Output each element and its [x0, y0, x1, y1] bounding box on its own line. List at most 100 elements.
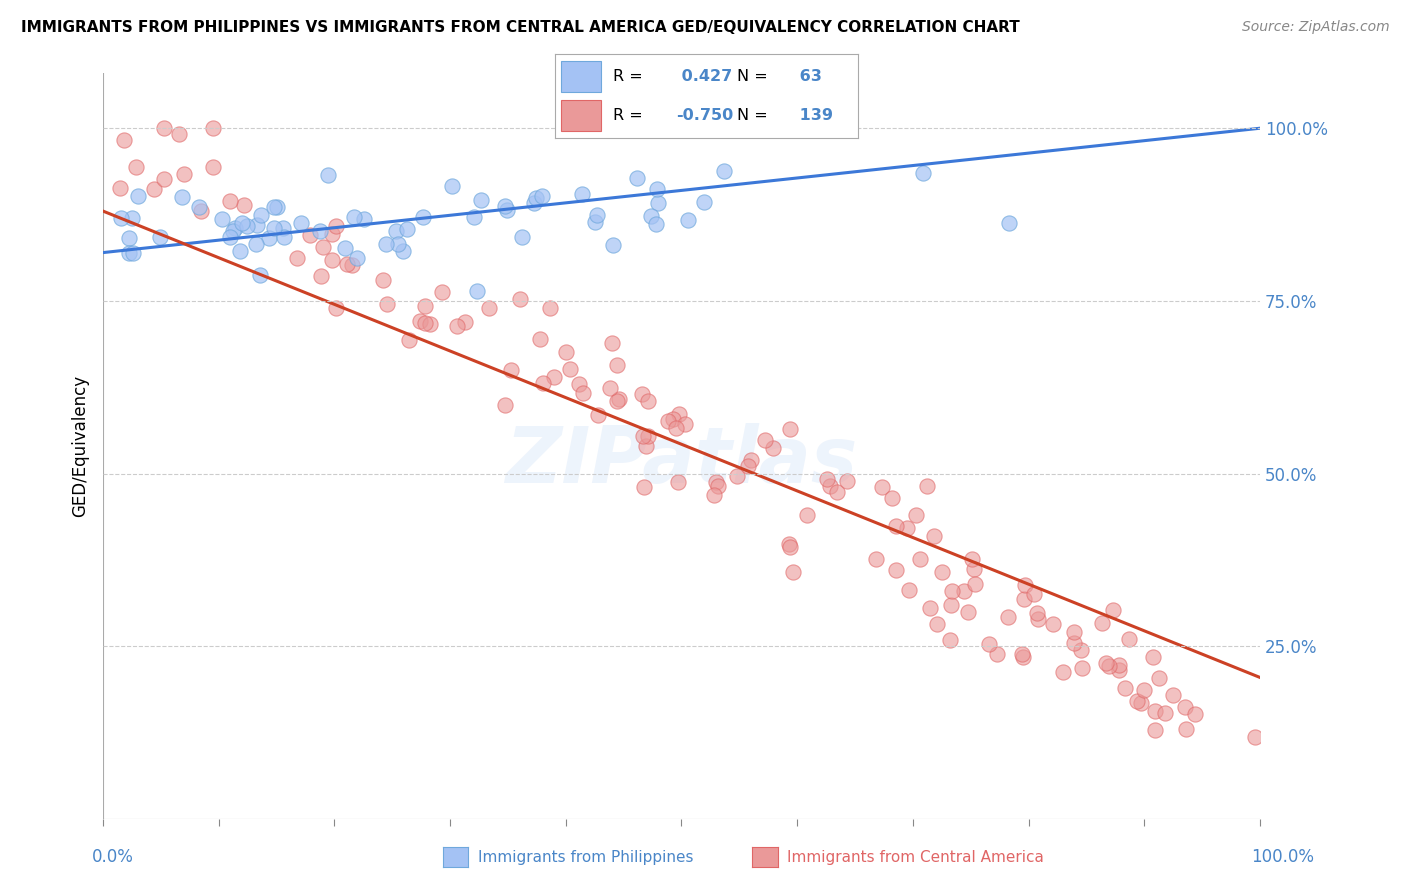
Point [637, 394, 659, 409]
Text: 0.427: 0.427 [676, 69, 733, 84]
Text: 100.0%: 100.0% [1251, 848, 1315, 866]
Point [1184, 707, 1206, 722]
Point [343, 210, 366, 224]
Point [713, 163, 735, 178]
Point [190, 203, 212, 218]
Text: IMMIGRANTS FROM PHILIPPINES VS IMMIGRANTS FROM CENTRAL AMERICA GED/EQUIVALENCY C: IMMIGRANTS FROM PHILIPPINES VS IMMIGRANT… [21, 20, 1019, 35]
Point [917, 478, 939, 492]
Point [707, 479, 730, 493]
Point [110, 211, 132, 225]
Point [218, 194, 240, 208]
Point [779, 540, 801, 554]
Point [606, 359, 628, 373]
Point [645, 182, 668, 196]
Point [960, 552, 983, 566]
Text: -0.750: -0.750 [676, 108, 734, 123]
Point [896, 521, 918, 535]
Point [963, 562, 986, 576]
Point [657, 414, 679, 428]
Point [870, 480, 893, 494]
Point [825, 485, 848, 500]
Point [543, 370, 565, 384]
Point [373, 273, 395, 287]
Point [998, 216, 1021, 230]
Point [531, 376, 554, 390]
Point [583, 215, 606, 229]
Text: ZIPatlas: ZIPatlas [505, 423, 858, 499]
Point [1011, 647, 1033, 661]
Point [526, 191, 548, 205]
Text: R =: R = [613, 108, 643, 123]
Point [1012, 591, 1035, 606]
Point [704, 475, 727, 490]
Point [409, 314, 432, 328]
Point [865, 551, 887, 566]
Point [311, 268, 333, 283]
Point [647, 195, 669, 210]
Point [465, 284, 488, 298]
Point [908, 552, 931, 566]
Point [963, 577, 986, 591]
Point [927, 616, 949, 631]
Point [884, 563, 907, 577]
Point [837, 474, 859, 488]
Point [1071, 661, 1094, 675]
Point [737, 459, 759, 474]
Point [415, 317, 437, 331]
Point [880, 491, 903, 505]
Point [167, 127, 190, 141]
Point [1118, 632, 1140, 647]
Point [1091, 616, 1114, 631]
Text: N =: N = [737, 69, 768, 84]
Point [778, 537, 800, 551]
Point [884, 519, 907, 533]
Point [374, 237, 396, 252]
Point [353, 212, 375, 227]
Point [430, 285, 453, 299]
Point [904, 508, 927, 523]
Point [333, 241, 356, 255]
Point [463, 210, 485, 224]
Point [494, 199, 516, 213]
Point [211, 211, 233, 226]
Point [1174, 722, 1197, 736]
Point [340, 258, 363, 272]
Point [1063, 636, 1085, 650]
Point [325, 301, 347, 315]
Point [346, 251, 368, 265]
Point [1097, 659, 1119, 673]
Point [246, 218, 269, 232]
Point [1012, 650, 1035, 665]
Point [600, 335, 623, 350]
Point [1147, 671, 1170, 685]
Point [321, 252, 343, 267]
Point [606, 394, 628, 409]
Point [478, 301, 501, 315]
Point [911, 165, 934, 179]
Point [125, 160, 148, 174]
Point [231, 216, 253, 230]
Point [325, 219, 347, 233]
Point [266, 200, 288, 214]
Point [1132, 683, 1154, 698]
Y-axis label: GED/Equivalency: GED/Equivalency [72, 375, 89, 517]
Point [1108, 663, 1130, 677]
Point [941, 584, 963, 599]
Point [419, 317, 441, 331]
Point [572, 386, 595, 401]
Point [815, 472, 838, 486]
Text: R =: R = [613, 69, 643, 84]
Point [1042, 616, 1064, 631]
Point [602, 238, 624, 252]
Point [1144, 723, 1167, 737]
Point [499, 363, 522, 377]
Text: 0.0%: 0.0% [91, 848, 134, 866]
Point [666, 475, 689, 490]
Point [153, 121, 176, 136]
Point [636, 439, 658, 453]
Point [1070, 642, 1092, 657]
Point [202, 121, 225, 136]
Text: 63: 63 [794, 69, 823, 84]
Point [1126, 694, 1149, 708]
Point [665, 420, 688, 434]
